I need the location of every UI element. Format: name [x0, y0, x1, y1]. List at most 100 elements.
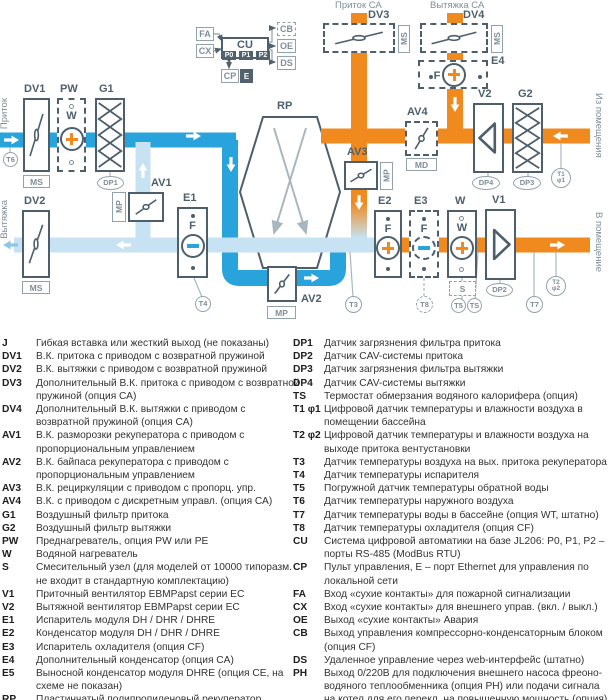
legend-row: V2 Вытяжной вентилятор EBMPapst серии EC	[2, 601, 302, 614]
port-p1: P1	[239, 51, 253, 60]
legend-row: DS Удаленное управление через web-интерфе…	[293, 654, 611, 667]
legend-desc: Система цифровой автоматики на базе JL20…	[324, 536, 605, 561]
ethernet-port-e: E	[240, 69, 253, 83]
legend-row: DV2 В.К. вытяжки с приводом с возвратной …	[2, 363, 302, 376]
legend-desc: В.К. вытяжки с приводом с возвратной пру…	[36, 364, 268, 376]
legend-desc: Погружной датчик температуры обратной во…	[324, 483, 549, 495]
control-input-cx: CX	[196, 44, 214, 58]
legend-row: PW Преднагреватель, опция PW или PE	[2, 535, 302, 548]
recuperator-shape	[238, 116, 342, 269]
legend-desc: Приточный вентилятор EBMPapst серии EC	[36, 588, 245, 600]
legend-desc: Дополнительный В.К. вытяжки с приводом с…	[36, 404, 246, 429]
legend-desc: Выносной конденсатор модуля DHRE (опция …	[36, 668, 284, 693]
damper-dv4	[420, 23, 488, 53]
legend-desc: Пластинчатый полипропиленовый рекуперато…	[36, 694, 262, 700]
legend-key: DP1	[293, 338, 313, 349]
water-heater-w: W	[447, 210, 477, 278]
legend-desc: Датчик температуры воды в бассейне (опци…	[324, 509, 599, 521]
legend-key: G2	[2, 522, 16, 534]
legend-row: FA Вход «сухие контакты» для пожарной сиг…	[293, 588, 611, 601]
sensor-ts: TS	[467, 298, 482, 313]
legend-key: CP	[293, 562, 308, 574]
legend-row: AV2 В.К. байпаса рекуператора с приводом …	[2, 456, 302, 482]
legend-desc: В.К. с приводом с дискретным управл. (оп…	[36, 496, 273, 508]
legend-row: G1 Воздушный фильтр притока	[2, 509, 302, 522]
legend-row: DP3 Датчик загрязнения фильтра вытяжки	[293, 363, 611, 376]
legend-key: AV1	[2, 430, 22, 442]
control-output-oe: OE	[277, 39, 296, 53]
label-rp: RP	[277, 100, 293, 112]
damper-dv2	[22, 210, 50, 278]
legend-desc: Цифровой датчик температуры и влажности …	[324, 404, 583, 429]
legend-key: PH	[293, 668, 308, 680]
legend-desc: Дополнительный В.К. притока с приводом с…	[36, 377, 300, 402]
damper-av3	[344, 161, 378, 190]
legend-desc: Вход «сухие контакты» для пожарной сигна…	[324, 588, 571, 600]
legend-row: T3 Датчик температуры воздуха на вых. при…	[293, 456, 611, 469]
label-dv1: DV1	[24, 83, 46, 95]
tag-mp-av2: MP	[267, 306, 296, 319]
legend-row: T1 φ1 Цифровой датчик температуры и влажн…	[293, 403, 611, 429]
legend-row: DV1 В.К. притока с приводом с возвратной …	[2, 350, 302, 363]
label-to-room: В помещение	[593, 212, 604, 273]
legend-key: OE	[293, 615, 308, 627]
legend-key: E3	[2, 641, 15, 653]
legend-row: T8 Датчик температуры охладителя (опция C…	[293, 522, 611, 535]
legend-desc: Выход «сухие контакты» Авария	[324, 615, 479, 627]
legend-key: DV2	[2, 364, 22, 376]
legend-row: T6 Датчик температуры наружного воздуха	[293, 495, 611, 508]
label-e1: E1	[183, 192, 197, 204]
legend-key: CU	[293, 536, 308, 548]
legend-row: T2 φ2 Цифровой датчик температуры и влажн…	[293, 429, 611, 455]
mixing-unit-s: S	[449, 281, 476, 296]
legend-row: AV3 В.К. рециркуляции с приводом с пропор…	[2, 482, 302, 495]
legend-row: CU Система цифровой автоматики на базе JL…	[293, 535, 611, 561]
tag-ms-dv4: MS	[491, 25, 503, 53]
sensor-dp3: DP3	[513, 176, 541, 190]
label-dv2: DV2	[24, 195, 46, 207]
sensor-t8: T8	[416, 296, 433, 313]
legend-row: E4 Дополнительный конденсатор (опция CA)	[2, 654, 302, 667]
sensor-dp2: DP2	[486, 283, 513, 297]
legend-row: S Смесительный узел (для моделей от 10000…	[2, 561, 302, 587]
legend-key: FA	[293, 588, 307, 600]
label-e4: E4	[491, 55, 505, 67]
legend-key: W	[2, 549, 12, 561]
legend-desc: Выход 0/220В для подключения внешнего на…	[324, 668, 608, 700]
legend-row: E2 Конденсатор модуля DH / DHR / DHRE	[2, 627, 302, 640]
control-panel-cp: CP	[221, 69, 239, 83]
label-g1: G1	[99, 83, 114, 95]
sensor-t3: T3	[345, 296, 362, 313]
sensor-t4: T4	[195, 296, 211, 312]
sensor-t2-f2: T2 φ2	[546, 276, 566, 296]
legend-key: T8	[293, 522, 305, 534]
label-av2: AV2	[301, 293, 322, 305]
legend-row: CB Выход управления компрессорно-конденса…	[293, 627, 611, 653]
legend-row: DP4 Датчик CAV-системы вытяжки	[293, 377, 611, 390]
legend-key: AV4	[2, 496, 22, 508]
legend-desc: Дополнительный конденсатор (опция CA)	[36, 654, 234, 666]
tag-md-av4: MD	[406, 158, 437, 171]
legend-row: AV4 В.К. с приводом с дискретным управл. …	[2, 495, 302, 508]
legend-key: V1	[2, 588, 15, 600]
legend-row: W Водяной нагреватель	[2, 548, 302, 561]
legend-key: J	[2, 338, 8, 349]
legend-desc: Датчик загрязнения фильтра притока	[324, 338, 501, 349]
legend-desc: Преднагреватель, опция PW или PE	[36, 536, 209, 548]
legend-row: DV3 Дополнительный В.К. притока с приводо…	[2, 377, 302, 403]
legend-desc: Испаритель модуля DH / DHR / DHRE	[36, 615, 216, 627]
label-e3: E3	[414, 195, 428, 207]
control-output-cb: CB	[277, 22, 296, 36]
sensor-t7: T7	[526, 296, 543, 313]
legend-row: E1 Испаритель модуля DH / DHR / DHRE	[2, 614, 302, 627]
label-exhaust-out: Вытяжка	[0, 200, 10, 239]
legend-key: S	[2, 562, 9, 574]
legend-desc: Датчик температуры наружного воздуха	[324, 496, 514, 508]
legend-row: CX Вход «сухие контакты» для внешнего упр…	[293, 601, 611, 614]
legend-desc: Датчик температуры охладителя (опция CF)	[324, 522, 534, 534]
legend-row: DV4 Дополнительный В.К. вытяжки с приводо…	[2, 403, 302, 429]
legend-row: V1 Приточный вентилятор EBMPapst серии EC	[2, 588, 302, 601]
legend-desc: Выход управления компрессорно-конденсато…	[324, 628, 603, 653]
filter-g2	[512, 103, 543, 173]
legend-desc: Гибкая вставка или жесткий выход (не пок…	[36, 338, 269, 349]
